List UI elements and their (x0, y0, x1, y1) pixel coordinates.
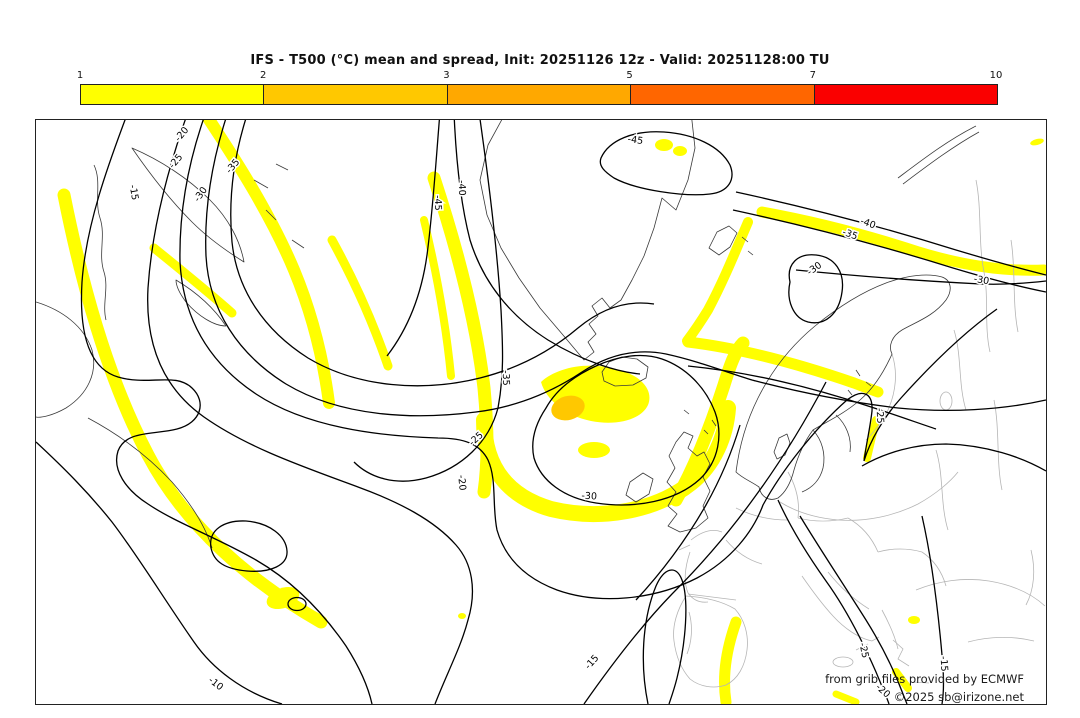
colorbar-tick: 3 (443, 70, 450, 81)
contour-label: -35 (500, 370, 512, 386)
colorbar-bar (80, 84, 998, 105)
colorbar-tick: 7 (809, 70, 816, 81)
contour-label: -30 (581, 490, 597, 502)
colorbar-tick: 1 (76, 70, 84, 81)
colorbar-segment (631, 85, 815, 104)
spread-colorbar: 1 2 3 5 7 10 (76, 70, 1003, 106)
contour-label: -10 (206, 675, 225, 693)
page-title: IFS - T500 (°C) mean and spread, Init: 2… (250, 53, 830, 68)
coastlines-dark (36, 120, 980, 549)
colorbar-tick: 10 (989, 70, 1003, 81)
contour-label: -15 (583, 653, 602, 672)
colorbar-segment (814, 85, 998, 104)
colorbar-segment (264, 85, 448, 104)
attribution-source: from grib files provided by ECMWF (825, 672, 1024, 686)
spread-shading-low-patches (266, 138, 1044, 624)
contour-label: -30 (973, 274, 990, 288)
contour-label: -30 (192, 185, 210, 204)
contour-label: -40 (456, 180, 468, 196)
temperature-contours (36, 120, 1046, 704)
contour-label: -25 (873, 408, 885, 424)
spread-shading-low (57, 120, 1046, 704)
colorbar-segment (81, 85, 265, 104)
contour-label: -20 (173, 125, 191, 144)
contour-label: -45 (432, 195, 444, 211)
borders-coastlines-gray (673, 179, 1046, 688)
contour-label: -30 (805, 260, 824, 278)
contour-label: -25 (856, 642, 870, 659)
colorbar-segment (447, 85, 632, 104)
colorbar-tick: 5 (626, 70, 633, 81)
contour-map-svg: -20-25-30-35-15-45-40-45-40-35-30-30-35-… (36, 120, 1046, 704)
colorbar-tick-labels: 1 2 3 5 7 10 (76, 70, 1003, 84)
contour-label: -45 (627, 134, 644, 147)
colorbar-tick: 2 (260, 70, 267, 81)
attribution-copyright: ©2025 sb@irizone.net (894, 690, 1025, 704)
map-canvas: -20 -25 -30 -35 -15 -45 -40 -45 -40 -35 -30 -30 -35-… (35, 119, 1047, 705)
spread-shading-mid (551, 395, 585, 421)
contour-label: -20 (455, 474, 468, 491)
contour-label: -15 (127, 184, 141, 201)
contour-label: -15 (937, 656, 949, 672)
